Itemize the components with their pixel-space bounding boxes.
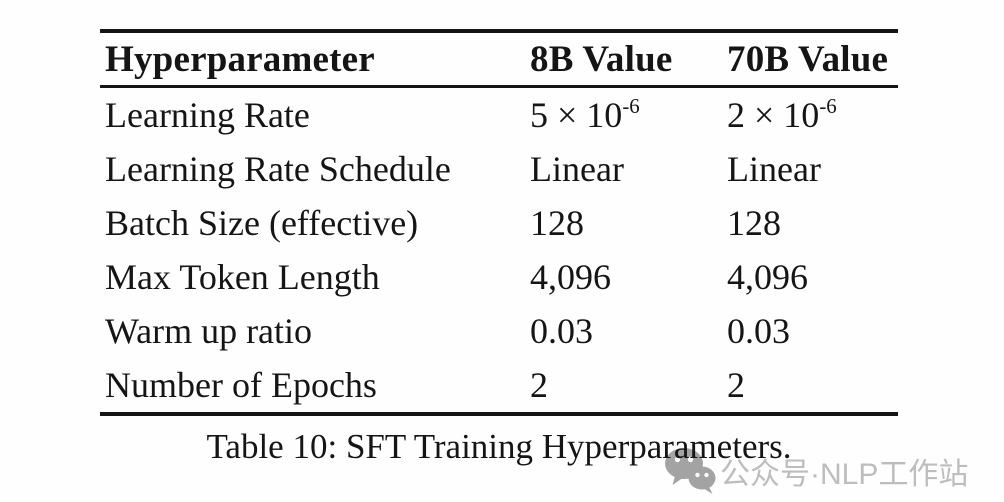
cell-8b-value: 4,096 bbox=[530, 257, 611, 297]
cell-70b-value: 2 × 10-6 bbox=[727, 94, 898, 136]
cell-70b-value: 4,096 bbox=[727, 257, 808, 297]
value-base: 5 × 10 bbox=[530, 95, 623, 135]
table-rule-header bbox=[100, 85, 898, 88]
cell-param: Warm up ratio bbox=[105, 311, 313, 351]
hyperparameter-table: Hyperparameter 8B Value 70B Value Learni… bbox=[100, 29, 898, 416]
watermark: 公众号·NLP工作站 bbox=[664, 446, 968, 496]
value-exponent: -6 bbox=[819, 93, 837, 118]
column-header-hyperparameter: Hyperparameter bbox=[105, 38, 375, 80]
table-row-lr-schedule: Learning Rate Schedule Linear Linear bbox=[100, 142, 898, 196]
table-row-batch-size: Batch Size (effective) 128 128 bbox=[100, 196, 898, 250]
cell-70b-value: 0.03 bbox=[727, 311, 790, 351]
value-exponent: -6 bbox=[622, 93, 640, 118]
table-row-learning-rate: Learning Rate 5 × 10-6 2 × 10-6 bbox=[100, 88, 898, 142]
watermark-text: 公众号·NLP工作站 bbox=[720, 458, 969, 491]
wechat-icon bbox=[665, 448, 716, 494]
table-rule-top bbox=[100, 29, 898, 33]
table-row-warmup-ratio: Warm up ratio 0.03 0.03 bbox=[100, 304, 898, 358]
column-header-8b-value: 8B Value bbox=[530, 38, 673, 80]
value-base: 2 × 10 bbox=[727, 95, 820, 135]
column-header-70b-value: 70B Value bbox=[727, 38, 889, 80]
cell-8b-value: Linear bbox=[530, 149, 624, 189]
cell-param: Learning Rate Schedule bbox=[105, 149, 451, 189]
cell-8b-value: 128 bbox=[530, 203, 584, 243]
cell-param: Learning Rate bbox=[105, 95, 310, 135]
cell-70b-value: Linear bbox=[727, 149, 821, 189]
table-header-row: Hyperparameter 8B Value 70B Value bbox=[100, 33, 898, 85]
cell-70b-value: 2 bbox=[727, 365, 745, 405]
cell-8b-value: 2 bbox=[530, 365, 548, 405]
table-row-max-token-length: Max Token Length 4,096 4,096 bbox=[100, 250, 898, 304]
cell-param: Number of Epochs bbox=[105, 365, 377, 405]
cell-8b-value: 0.03 bbox=[530, 311, 593, 351]
table-caption: Table 10: SFT Training Hyperparameters. bbox=[206, 427, 792, 466]
cell-param: Batch Size (effective) bbox=[105, 203, 419, 243]
cell-8b-value: 5 × 10-6 bbox=[530, 94, 727, 136]
table-row-num-epochs: Number of Epochs 2 2 bbox=[100, 358, 898, 412]
cell-70b-value: 128 bbox=[727, 203, 781, 243]
cell-param: Max Token Length bbox=[105, 257, 380, 297]
table-rule-bottom bbox=[100, 412, 898, 416]
